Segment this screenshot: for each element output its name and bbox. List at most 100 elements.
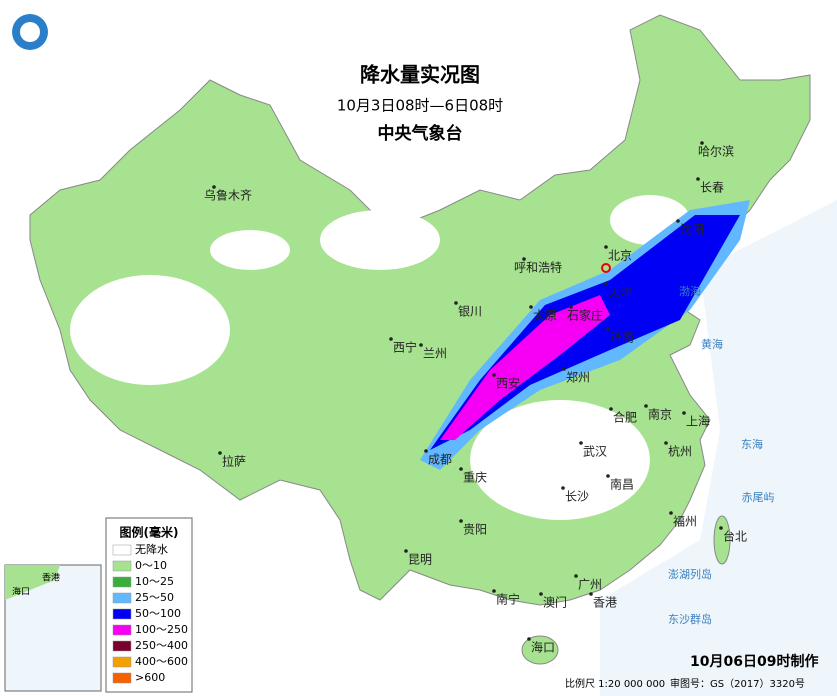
legend-label: 0～10 (135, 559, 167, 572)
agency: 中央气象台 (378, 123, 463, 144)
dry-area (210, 230, 290, 270)
city-dot (459, 519, 463, 523)
city-dot (604, 282, 608, 286)
city-dot (454, 301, 458, 305)
city-label: 上海 (686, 414, 710, 429)
city-dot (589, 592, 593, 596)
logo-inner (20, 22, 40, 42)
city-label: 太原 (533, 308, 557, 323)
city-dot (424, 449, 428, 453)
rain-100-250 (440, 295, 610, 440)
city-label: 乌鲁木齐 (204, 188, 252, 203)
legend-swatch (112, 656, 132, 668)
city-dot (459, 467, 463, 471)
city-dot (606, 474, 610, 478)
city-label: 郑州 (566, 370, 590, 385)
city-label: 杭州 (668, 444, 692, 459)
city-dot (682, 411, 686, 415)
sea-label: 东沙群岛 (668, 612, 712, 626)
city-dot (562, 367, 566, 371)
city-dot (522, 257, 526, 261)
city-dot (569, 305, 573, 309)
taiwan (713, 515, 731, 565)
city-dot (527, 637, 531, 641)
city-dot (606, 327, 610, 331)
city-label: 石家庄 (567, 308, 603, 323)
city-label: 昆明 (408, 553, 432, 567)
city-label: 南宁 (496, 592, 520, 607)
legend-swatch (112, 576, 132, 588)
title: 降水量实况图 (360, 63, 480, 87)
city-dot (404, 549, 408, 553)
legend-swatch (112, 624, 132, 636)
legend-swatch (112, 672, 132, 684)
city-label: 哈尔滨 (698, 144, 734, 159)
legend-swatch (112, 592, 132, 604)
footer-made: 10月06日09时制作 (690, 653, 818, 670)
city-label: 福州 (673, 514, 697, 529)
city-dot (529, 305, 533, 309)
city-dot (574, 574, 578, 578)
city-label: 南京 (648, 407, 672, 422)
sea-label: 赤尾屿 (742, 491, 775, 504)
city-dot (696, 177, 700, 181)
sea (600, 200, 837, 696)
sea-label: 东海 (741, 437, 763, 451)
legend-label: 400～600 (135, 655, 188, 668)
city-label: 香港 (593, 596, 617, 610)
city-label: 长春 (700, 181, 724, 195)
city-label: 西安 (496, 376, 520, 391)
inset-label: 香港 (42, 572, 60, 584)
city-dot (644, 404, 648, 408)
city-dot (218, 451, 222, 455)
legend-label: 无降水 (135, 542, 168, 556)
city-label: 西宁 (393, 340, 417, 355)
city-dot (669, 511, 673, 515)
city-dot (664, 441, 668, 445)
legend-label: 25～50 (135, 591, 174, 604)
city-dot (389, 337, 393, 341)
city-dot (579, 441, 583, 445)
dry-area (320, 210, 440, 270)
legend-label: >600 (135, 671, 165, 684)
city-label: 南昌 (610, 477, 634, 492)
legend-title: 图例(毫米) (120, 525, 179, 540)
city-label: 成都 (428, 453, 452, 467)
city-label: 长沙 (565, 490, 589, 504)
city-label: 拉萨 (222, 454, 246, 469)
city-dot (676, 219, 680, 223)
city-dot (419, 343, 423, 347)
city-label: 海口 (531, 640, 555, 655)
legend-swatch (112, 608, 132, 620)
city-dot (604, 245, 608, 249)
city-label: 天津 (608, 286, 632, 300)
city-dot (700, 141, 704, 145)
footer-approval: 审图号：GS（2017）3320号 (670, 677, 805, 690)
city-label: 兰州 (423, 347, 447, 361)
inset-land (5, 565, 60, 600)
city-dot (609, 407, 613, 411)
footer-scale: 比例尺 1:20 000 000 (565, 677, 665, 690)
city-label: 呼和浩特 (514, 260, 562, 275)
sea-label: 渤海 (679, 284, 701, 298)
city-label: 广州 (578, 578, 602, 592)
city-dot (492, 589, 496, 593)
city-label: 澳门 (543, 595, 567, 610)
legend-label: 250～400 (135, 639, 188, 652)
city-label: 贵阳 (463, 523, 487, 537)
city-label: 重庆 (463, 471, 487, 485)
city-label: 济南 (610, 330, 634, 345)
city-label: 台北 (723, 529, 747, 544)
city-label: 合肥 (613, 410, 637, 425)
dry-areas (70, 195, 690, 520)
hainan (521, 635, 559, 665)
legend-swatch (112, 560, 132, 572)
dry-area (70, 275, 230, 385)
city-label: 沈阳 (680, 222, 704, 237)
city-label: 武汉 (583, 445, 607, 459)
city-dot (492, 373, 496, 377)
city-label: 北京 (608, 249, 632, 263)
city-dot (719, 526, 723, 530)
capital-marker (601, 263, 611, 273)
